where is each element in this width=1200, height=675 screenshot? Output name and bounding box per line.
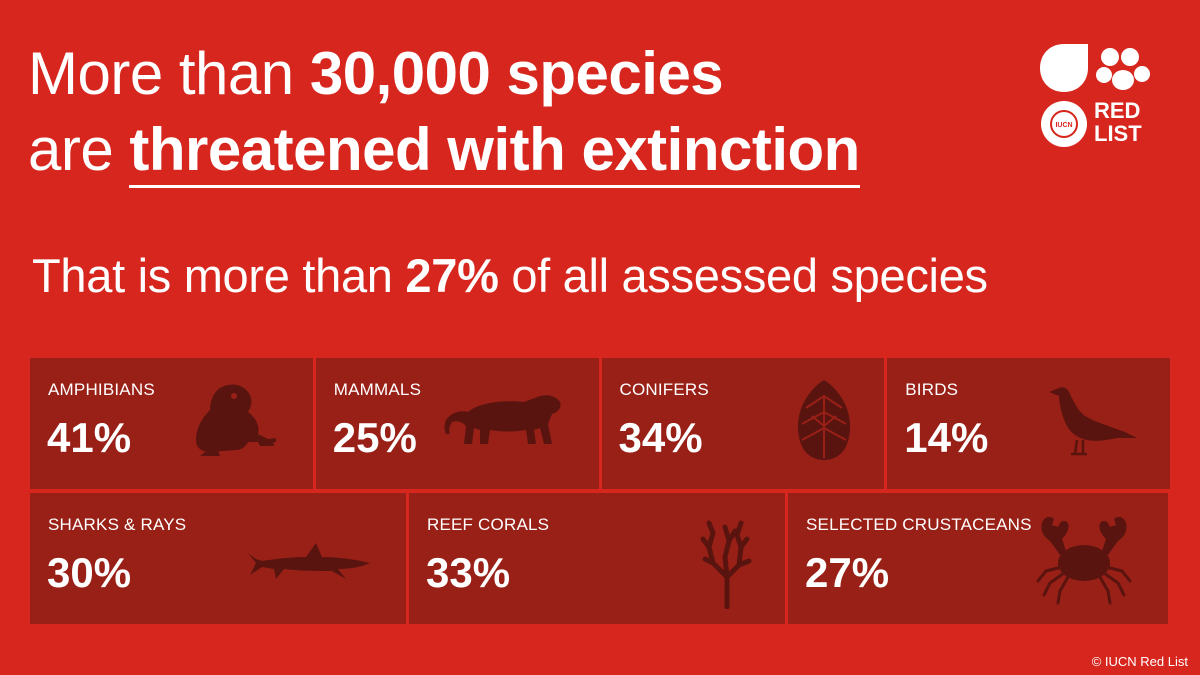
- species-row-2: SHARKS & RAYS 30% REEF CORALS 33% SELECT…: [30, 493, 1170, 624]
- headline-prefix-1: More than: [28, 40, 310, 107]
- headline: More than 30,000 species are threatened …: [28, 36, 988, 188]
- crab-icon: [1036, 516, 1132, 605]
- subline-prefix: That is more than: [32, 249, 406, 302]
- coral-icon: [700, 520, 752, 609]
- species-tile-birds: BIRDS 14%: [887, 358, 1170, 489]
- logo-paw-toe-1: [1101, 48, 1119, 66]
- logo-badge-circle: [1041, 101, 1087, 147]
- tile-label: SHARKS & RAYS: [48, 515, 187, 534]
- iucn-red-list-logo-icon: IUCN RED LIST: [1040, 44, 1150, 147]
- tile-label: CONIFERS: [619, 380, 709, 399]
- iucn-red-list-logo: IUCN RED LIST: [1038, 42, 1158, 152]
- logo-paw-pad: [1112, 70, 1134, 90]
- tile-value: 30%: [47, 549, 132, 596]
- logo-paw-toe-3: [1096, 67, 1112, 83]
- tile-label: AMPHIBIANS: [48, 380, 155, 399]
- species-tile-reef-corals: REEF CORALS 33%: [409, 493, 785, 624]
- pine-cone-icon: [797, 380, 850, 460]
- tiger-icon: [444, 395, 561, 444]
- species-tile-sharks-rays: SHARKS & RAYS 30%: [30, 493, 406, 624]
- logo-badge-ring: [1050, 110, 1078, 138]
- headline-line-2: are threatened with extinction: [28, 112, 988, 188]
- species-tile-mammals: MAMMALS 25%: [315, 358, 599, 489]
- frog-icon: [196, 384, 276, 456]
- headline-species-count: 30,000 species: [309, 40, 724, 107]
- logo-iucn-text: IUCN: [1055, 122, 1072, 129]
- copyright-notice: © IUCN Red List: [1091, 654, 1188, 669]
- subline-percent: 27%: [405, 249, 499, 302]
- subline: That is more than 27% of all assessed sp…: [32, 246, 988, 306]
- tile-label: REEF CORALS: [427, 515, 550, 534]
- tile-label: SELECTED CRUSTACEANS: [806, 515, 1032, 534]
- tile-value: 41%: [47, 414, 132, 461]
- tile-value: 27%: [805, 549, 890, 596]
- species-tile-conifers: CONIFERS 34%: [601, 358, 885, 489]
- headline-threatened: threatened with extinction: [129, 116, 860, 188]
- headline-prefix-2: are: [28, 116, 130, 183]
- tile-value: 14%: [904, 414, 989, 461]
- tile-value: 34%: [618, 414, 703, 461]
- tile-value: 25%: [332, 414, 417, 461]
- species-row-1: AMPHIBIANS 41% MAMMALS 25% CONIFERS 34%: [30, 358, 1170, 489]
- headline-line-1: More than 30,000 species: [28, 36, 988, 112]
- logo-drop-shape: [1040, 44, 1088, 92]
- species-tile-selected-crustaceans: SELECTED CRUSTACEANS 27%: [788, 493, 1168, 624]
- tile-value: 33%: [426, 549, 511, 596]
- logo-list-text: LIST: [1094, 121, 1142, 146]
- logo-paw-toe-4: [1134, 66, 1150, 82]
- shark-icon: [248, 543, 370, 579]
- species-grid: AMPHIBIANS 41% MAMMALS 25% CONIFERS 34%: [30, 358, 1170, 624]
- tile-label: MAMMALS: [333, 380, 422, 399]
- tile-label: BIRDS: [905, 380, 959, 399]
- logo-red-text: RED: [1094, 98, 1140, 123]
- species-tile-amphibians: AMPHIBIANS 41%: [30, 358, 313, 489]
- bird-icon: [1049, 387, 1138, 456]
- logo-paw-toe-2: [1121, 48, 1139, 66]
- subline-suffix: of all assessed species: [498, 249, 988, 302]
